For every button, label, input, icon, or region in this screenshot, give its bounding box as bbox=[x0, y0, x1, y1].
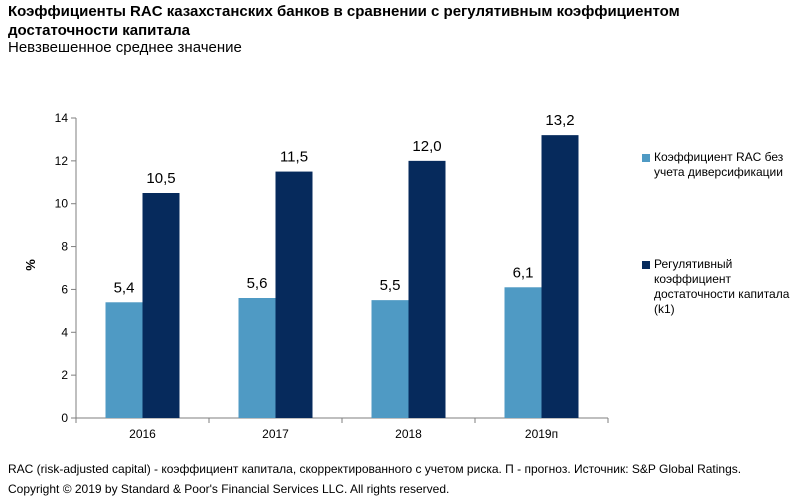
bar-series2 bbox=[541, 135, 579, 418]
y-tick-label: 8 bbox=[61, 240, 68, 254]
legend-swatch-series2 bbox=[642, 261, 650, 269]
data-label-series2: 11,5 bbox=[280, 149, 308, 166]
x-tick-label: 2016 bbox=[129, 427, 156, 441]
data-label-series1: 6,1 bbox=[513, 264, 534, 281]
chart-subtitle: Невзвешенное среднее значение bbox=[8, 39, 242, 56]
x-tick-label: 2017 bbox=[262, 427, 289, 441]
y-tick-label: 12 bbox=[55, 154, 69, 168]
y-tick-label: 0 bbox=[61, 411, 68, 425]
bar-series1 bbox=[504, 287, 542, 418]
chart-footnote: RAC (risk-adjusted capital) - коэффициен… bbox=[8, 462, 742, 476]
data-label-series2: 13,2 bbox=[545, 112, 574, 129]
x-tick-label: 2018 bbox=[395, 427, 422, 441]
y-tick-label: 10 bbox=[55, 197, 69, 211]
legend-label-series2: Регулятивный коэффициент достаточности к… bbox=[654, 257, 790, 316]
bar-series1 bbox=[371, 300, 409, 418]
data-label-series1: 5,4 bbox=[114, 279, 135, 296]
bar-series2 bbox=[275, 171, 313, 418]
bar-series2 bbox=[408, 160, 446, 418]
y-tick-label: 14 bbox=[55, 111, 69, 125]
chart-data-labels: 5,4 10,5 5,6 11,5 5,5 12,0 6,1 13,2 bbox=[114, 112, 575, 296]
chart-title: Коэффициенты RAC казахстанских банков в … bbox=[8, 3, 680, 39]
y-tick-label: 2 bbox=[61, 368, 68, 382]
legend-swatch-series1 bbox=[642, 154, 650, 162]
y-tick-label: 6 bbox=[61, 282, 68, 296]
bar-series1 bbox=[105, 302, 143, 418]
chart-bars bbox=[105, 135, 579, 418]
y-axis-label: % bbox=[23, 259, 38, 271]
data-label-series1: 5,5 bbox=[380, 277, 401, 294]
y-tick-label: 4 bbox=[61, 325, 68, 339]
data-label-series2: 10,5 bbox=[146, 170, 175, 187]
data-label-series2: 12,0 bbox=[412, 138, 441, 155]
data-label-series1: 5,6 bbox=[247, 275, 268, 292]
bar-series1 bbox=[238, 298, 276, 418]
copyright-notice: Copyright © 2019 by Standard & Poor's Fi… bbox=[8, 482, 450, 496]
bar-series2 bbox=[142, 193, 180, 418]
x-tick-label: 2019п bbox=[525, 427, 558, 441]
legend-label-series1: Коэффициент RAC без учета диверсификации bbox=[654, 150, 784, 179]
